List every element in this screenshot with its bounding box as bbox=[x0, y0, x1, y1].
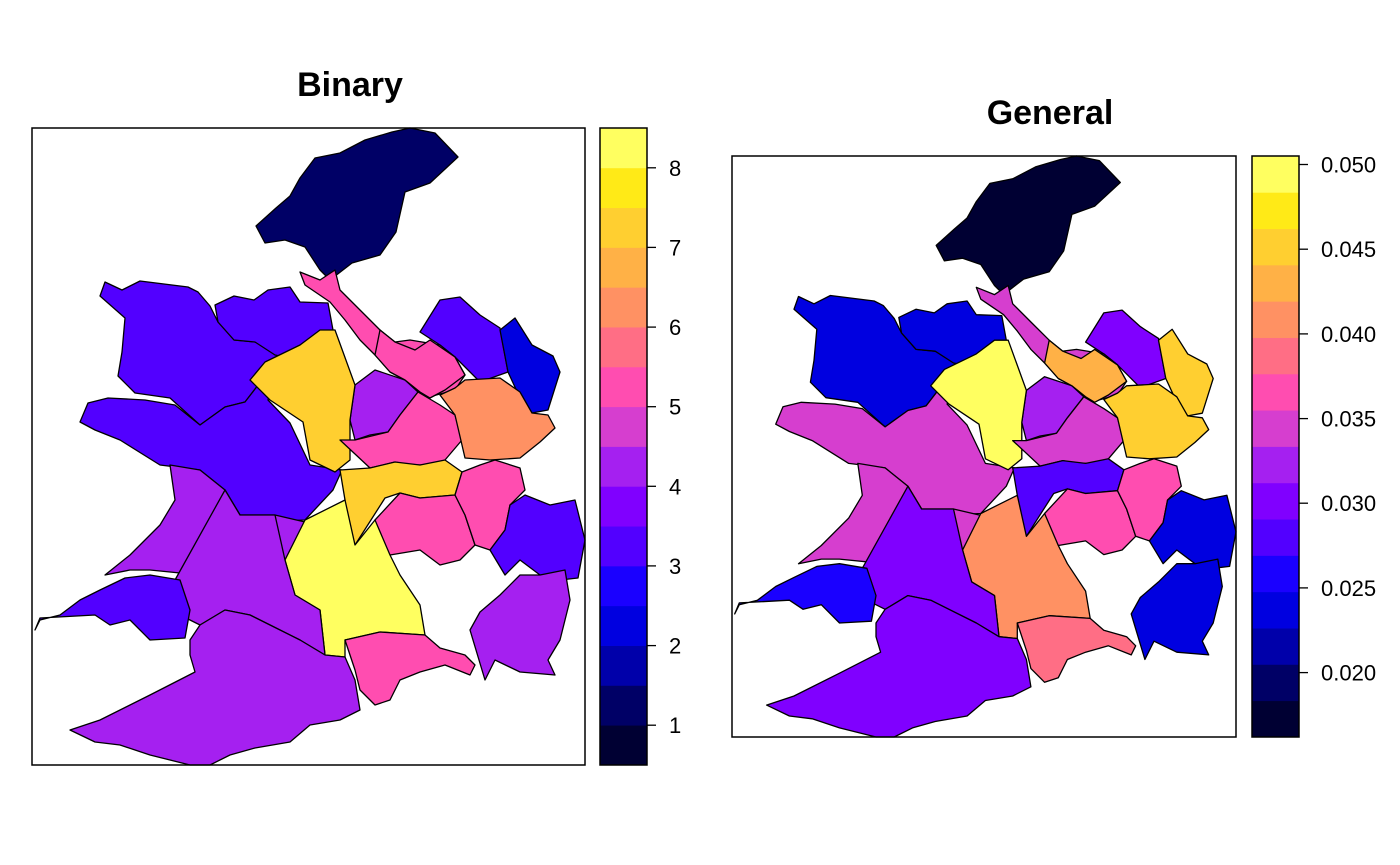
map-region bbox=[249, 329, 356, 473]
legend-color-bin bbox=[1252, 700, 1299, 738]
legend-color-bin bbox=[600, 725, 647, 766]
binary-map-panel: Binary 1 2 3 4 5 6 7 8 bbox=[31, 66, 681, 766]
legend-color-bin bbox=[600, 565, 647, 607]
legend-color-bin bbox=[1252, 446, 1299, 484]
general-map-title: General bbox=[987, 94, 1114, 132]
legend-color-bin bbox=[1252, 337, 1299, 375]
legend-tick-label: 2 bbox=[669, 634, 681, 659]
legend-color-bin bbox=[600, 406, 647, 447]
legend-color-bin bbox=[1252, 301, 1299, 338]
legend-color-bin bbox=[1252, 628, 1299, 665]
map-region bbox=[469, 569, 571, 681]
legend-tick-label: 0.045 bbox=[1321, 237, 1376, 262]
legend-frame bbox=[1251, 155, 1300, 738]
map-region bbox=[1043, 339, 1128, 403]
legend-color-bin bbox=[600, 645, 647, 686]
map-region bbox=[454, 459, 526, 551]
legend-tick-label: 8 bbox=[669, 156, 681, 181]
legend-tick-label: 5 bbox=[669, 395, 681, 420]
legend-color-bin bbox=[600, 128, 647, 169]
map-region bbox=[34, 574, 191, 641]
legend-color-bin bbox=[1252, 410, 1299, 447]
general-legend: 0.020 0.025 0.030 0.035 0.040 0.045 0.050 bbox=[1251, 153, 1376, 738]
binary-map-regions bbox=[34, 127, 586, 766]
legend-color-bin bbox=[1252, 591, 1299, 629]
legend-color-bin bbox=[600, 366, 647, 408]
legend-color-bin bbox=[1252, 519, 1299, 556]
legend-tick-label: 0.035 bbox=[1321, 407, 1376, 432]
binary-map-frame bbox=[31, 127, 586, 766]
binary-map-title: Binary bbox=[297, 66, 403, 104]
legend-color-bin bbox=[600, 685, 647, 726]
legend-tick-label: 4 bbox=[669, 474, 681, 499]
legend-color-bin bbox=[600, 167, 647, 209]
legend-frame bbox=[599, 127, 648, 766]
legend-tick-label: 0.040 bbox=[1321, 322, 1376, 347]
legend-color-bin bbox=[1252, 156, 1299, 193]
map-region bbox=[344, 631, 476, 706]
map-region bbox=[734, 563, 877, 624]
legend-color-bin bbox=[600, 446, 647, 487]
map-region bbox=[439, 377, 556, 461]
legend-tick-label: 0.020 bbox=[1321, 661, 1376, 686]
general-map-regions bbox=[734, 155, 1237, 738]
map-region bbox=[765, 594, 1032, 738]
legend-tick-label: 0.030 bbox=[1321, 491, 1376, 516]
map-region bbox=[935, 155, 1121, 296]
legend-color-bin bbox=[600, 247, 647, 288]
map-region bbox=[1016, 615, 1137, 683]
map-region bbox=[69, 609, 361, 766]
general-map-panel: General 0.0200.0250.0300.0350.0400.0450.… bbox=[731, 94, 1376, 738]
legend-color-bin bbox=[600, 287, 647, 328]
legend-color-bin bbox=[600, 207, 647, 248]
legend-color-bin bbox=[1252, 373, 1299, 411]
legend-tick-label: 6 bbox=[669, 315, 681, 340]
map-region bbox=[374, 329, 466, 399]
legend-tick-label: 7 bbox=[669, 235, 681, 260]
map-region bbox=[1157, 328, 1214, 417]
legend-color-bin bbox=[1252, 482, 1299, 520]
legend-color-bin bbox=[600, 605, 647, 646]
map-region bbox=[930, 339, 1028, 471]
legend-tick-label: 3 bbox=[669, 554, 681, 579]
binary-legend: 1 2 3 4 5 6 7 8 bbox=[599, 127, 681, 766]
map-region bbox=[1116, 458, 1182, 542]
map-region bbox=[1103, 383, 1210, 460]
legend-color-bin bbox=[1252, 555, 1299, 593]
legend-color-bin bbox=[600, 327, 647, 368]
legend-color-bin bbox=[600, 486, 647, 527]
general-map-frame bbox=[731, 155, 1237, 738]
map-region bbox=[1130, 558, 1223, 661]
legend-tick-label: 0.025 bbox=[1321, 576, 1376, 601]
map-region bbox=[499, 317, 561, 414]
legend-color-bin bbox=[1252, 228, 1299, 266]
legend-tick-label: 0.050 bbox=[1321, 153, 1376, 178]
legend-tick-label: 1 bbox=[669, 713, 681, 738]
legend-color-bin bbox=[1252, 664, 1299, 702]
legend-color-bin bbox=[1252, 264, 1299, 302]
legend-color-bin bbox=[600, 526, 647, 567]
map-region bbox=[255, 127, 459, 281]
legend-color-bin bbox=[1252, 192, 1299, 230]
